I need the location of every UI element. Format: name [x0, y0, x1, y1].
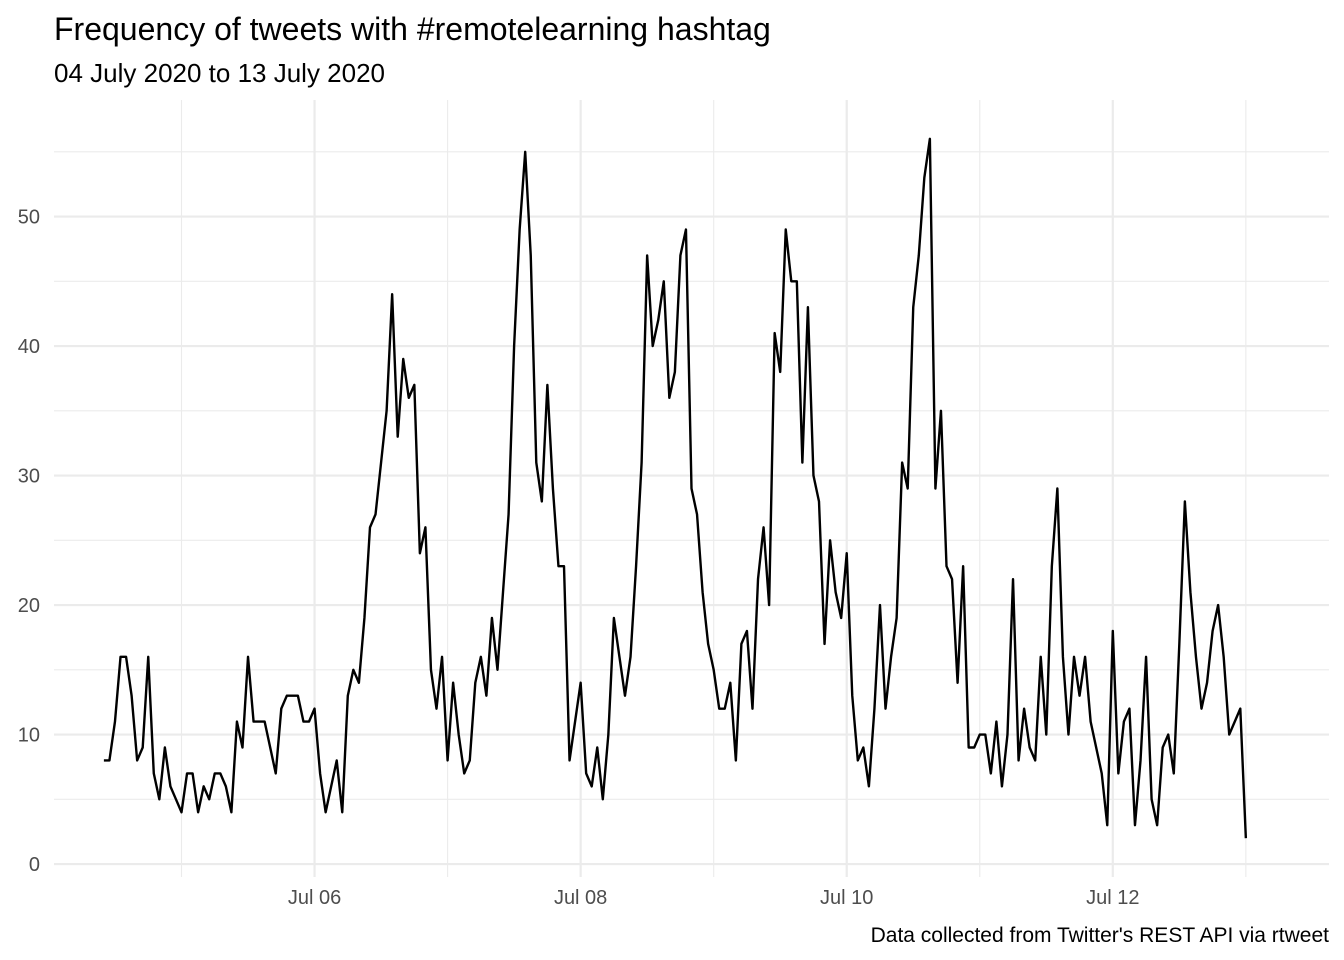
y-tick-label: 40 — [18, 336, 40, 358]
tweet-frequency-line — [103, 137, 1248, 839]
chart-title: Frequency of tweets with #remotelearning… — [54, 11, 771, 47]
y-tick-label: 50 — [18, 207, 40, 229]
series-layer — [103, 137, 1248, 839]
x-tick-label: Jul 08 — [554, 887, 607, 909]
y-tick-label: 20 — [18, 595, 40, 617]
axes: 0 10 20 30 40 50 Jul 06 Jul 08 Jul 10 Jul 12 — [18, 207, 1140, 909]
chart-subtitle: 04 July 2020 to 13 July 2020 — [54, 58, 385, 88]
y-tick-label: 0 — [29, 854, 40, 876]
x-tick-label: Jul 06 — [288, 887, 341, 909]
y-tick-label: 10 — [18, 725, 40, 747]
chart-caption: Data collected from Twitter's REST API v… — [871, 924, 1330, 947]
x-tick-label: Jul 12 — [1086, 887, 1139, 909]
x-tick-label: Jul 10 — [820, 887, 873, 909]
y-tick-label: 30 — [18, 466, 40, 488]
